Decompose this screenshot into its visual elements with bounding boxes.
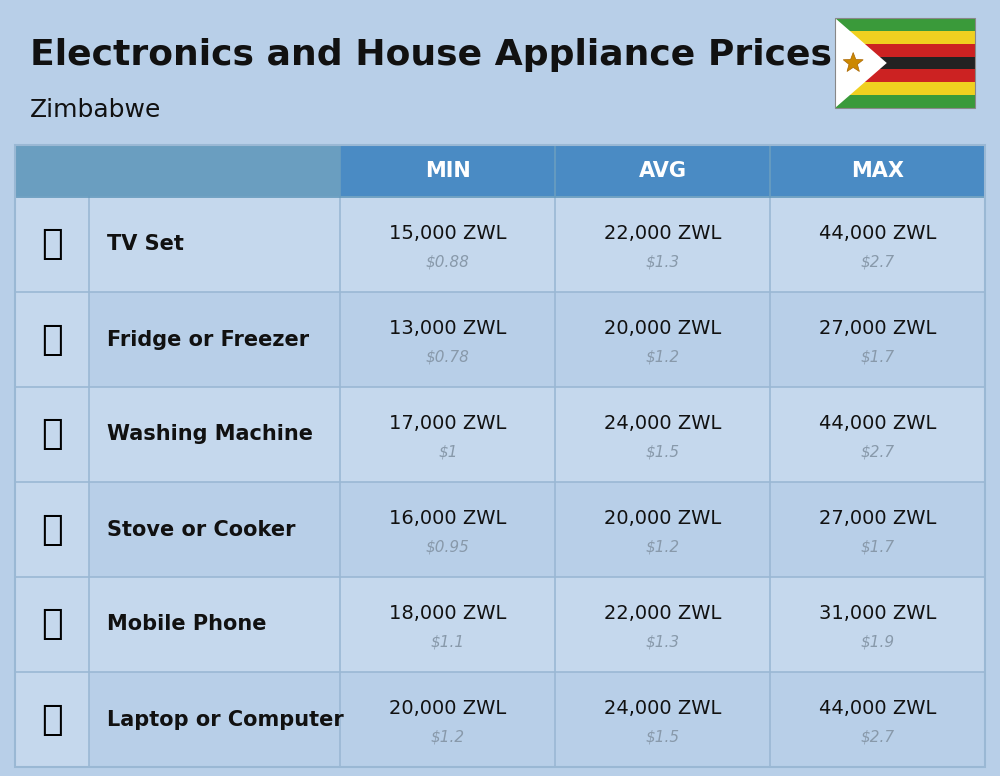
Text: 31,000 ZWL: 31,000 ZWL (819, 604, 936, 622)
Bar (770, 577, 985, 672)
Bar (835, 43, 975, 57)
Text: $1.1: $1.1 (431, 634, 465, 649)
Text: 17,000 ZWL: 17,000 ZWL (389, 414, 506, 432)
Text: 27,000 ZWL: 27,000 ZWL (819, 319, 936, 338)
Bar (555, 197, 770, 292)
Text: AVG: AVG (639, 161, 687, 181)
Bar (770, 387, 985, 482)
Text: 💻: 💻 (41, 702, 63, 736)
Text: Laptop or Computer: Laptop or Computer (107, 709, 344, 729)
Text: 🍳: 🍳 (41, 512, 63, 546)
Bar (15, 145, 340, 197)
Bar (15, 577, 89, 672)
Bar (15, 387, 89, 482)
Text: Washing Machine: Washing Machine (107, 424, 313, 445)
Bar (340, 145, 555, 197)
Bar (770, 292, 985, 387)
Text: $1.9: $1.9 (860, 634, 895, 649)
Text: Fridge or Freezer: Fridge or Freezer (107, 330, 309, 349)
Bar (15, 672, 89, 767)
Text: 24,000 ZWL: 24,000 ZWL (604, 414, 721, 432)
Bar (340, 197, 555, 292)
Text: 24,000 ZWL: 24,000 ZWL (604, 698, 721, 718)
Bar (770, 482, 985, 577)
Bar (770, 197, 985, 292)
Text: 22,000 ZWL: 22,000 ZWL (604, 604, 721, 622)
Text: $1.2: $1.2 (646, 349, 680, 364)
Text: $1: $1 (438, 444, 458, 459)
Text: $0.88: $0.88 (426, 254, 470, 269)
Polygon shape (843, 53, 863, 71)
Bar (835, 69, 975, 82)
Text: 20,000 ZWL: 20,000 ZWL (604, 508, 721, 528)
Bar (555, 482, 770, 577)
Bar (555, 577, 770, 672)
Bar (340, 292, 555, 387)
Text: 22,000 ZWL: 22,000 ZWL (604, 223, 721, 243)
Text: 16,000 ZWL: 16,000 ZWL (389, 508, 506, 528)
Text: 15,000 ZWL: 15,000 ZWL (389, 223, 507, 243)
Bar (835, 31, 975, 43)
Text: 44,000 ZWL: 44,000 ZWL (819, 223, 936, 243)
Text: $2.7: $2.7 (860, 729, 895, 744)
Bar (835, 95, 975, 108)
Bar (770, 145, 985, 197)
Text: 🧊: 🧊 (41, 323, 63, 356)
Text: $2.7: $2.7 (860, 254, 895, 269)
Bar (770, 672, 985, 767)
Text: 44,000 ZWL: 44,000 ZWL (819, 698, 936, 718)
Text: $1.7: $1.7 (860, 349, 895, 364)
Text: TV Set: TV Set (107, 234, 184, 255)
Bar (340, 482, 555, 577)
Bar (89, 292, 340, 387)
Text: $1.2: $1.2 (431, 729, 465, 744)
Bar (835, 18, 975, 31)
Bar (15, 197, 89, 292)
Text: Stove or Cooker: Stove or Cooker (107, 519, 295, 539)
Polygon shape (835, 18, 887, 108)
Text: $1.5: $1.5 (646, 444, 680, 459)
Bar (89, 197, 340, 292)
Text: 18,000 ZWL: 18,000 ZWL (389, 604, 506, 622)
Text: Zimbabwe: Zimbabwe (30, 98, 161, 122)
Bar (15, 482, 89, 577)
Text: $1.2: $1.2 (646, 539, 680, 554)
Bar (89, 672, 340, 767)
Text: $1.3: $1.3 (646, 254, 680, 269)
Text: $1.3: $1.3 (646, 634, 680, 649)
Text: 13,000 ZWL: 13,000 ZWL (389, 319, 506, 338)
Text: 20,000 ZWL: 20,000 ZWL (389, 698, 506, 718)
Text: 44,000 ZWL: 44,000 ZWL (819, 414, 936, 432)
Text: $1.7: $1.7 (860, 539, 895, 554)
Text: Mobile Phone: Mobile Phone (107, 615, 266, 635)
Bar (15, 145, 985, 767)
Bar (555, 672, 770, 767)
Text: $0.95: $0.95 (426, 539, 470, 554)
Text: MIN: MIN (425, 161, 471, 181)
Bar (835, 18, 975, 108)
Text: 📱: 📱 (41, 608, 63, 642)
Text: $0.78: $0.78 (426, 349, 470, 364)
Bar (555, 387, 770, 482)
Bar (835, 82, 975, 95)
Bar (89, 482, 340, 577)
Bar (835, 57, 975, 69)
Bar (340, 387, 555, 482)
Bar (89, 577, 340, 672)
Bar (340, 672, 555, 767)
Bar (555, 145, 770, 197)
Text: 🫧: 🫧 (41, 417, 63, 452)
Bar (89, 387, 340, 482)
Bar (340, 577, 555, 672)
Text: 27,000 ZWL: 27,000 ZWL (819, 508, 936, 528)
Text: 20,000 ZWL: 20,000 ZWL (604, 319, 721, 338)
Text: MAX: MAX (851, 161, 904, 181)
Text: $1.5: $1.5 (646, 729, 680, 744)
Text: $2.7: $2.7 (860, 444, 895, 459)
Bar (15, 292, 89, 387)
Text: 📺: 📺 (41, 227, 63, 262)
Bar (555, 292, 770, 387)
Text: Electronics and House Appliance Prices: Electronics and House Appliance Prices (30, 38, 832, 72)
